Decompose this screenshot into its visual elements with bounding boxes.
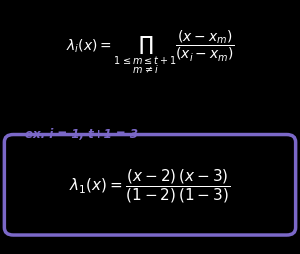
Text: $\lambda_1(x) = \dfrac{(x - 2)\,(x - 3)}{(1 - 2)\,(1 - 3)}$: $\lambda_1(x) = \dfrac{(x - 2)\,(x - 3)}… [69,167,231,205]
FancyBboxPatch shape [4,135,296,235]
Text: ex. i = 1, t+1 = 3: ex. i = 1, t+1 = 3 [25,128,138,141]
Text: $\lambda_i(x) = \prod_{\substack{1 \leq m \leq t+1 \\ m \neq i}} \dfrac{(x - x_m: $\lambda_i(x) = \prod_{\substack{1 \leq … [66,28,234,75]
